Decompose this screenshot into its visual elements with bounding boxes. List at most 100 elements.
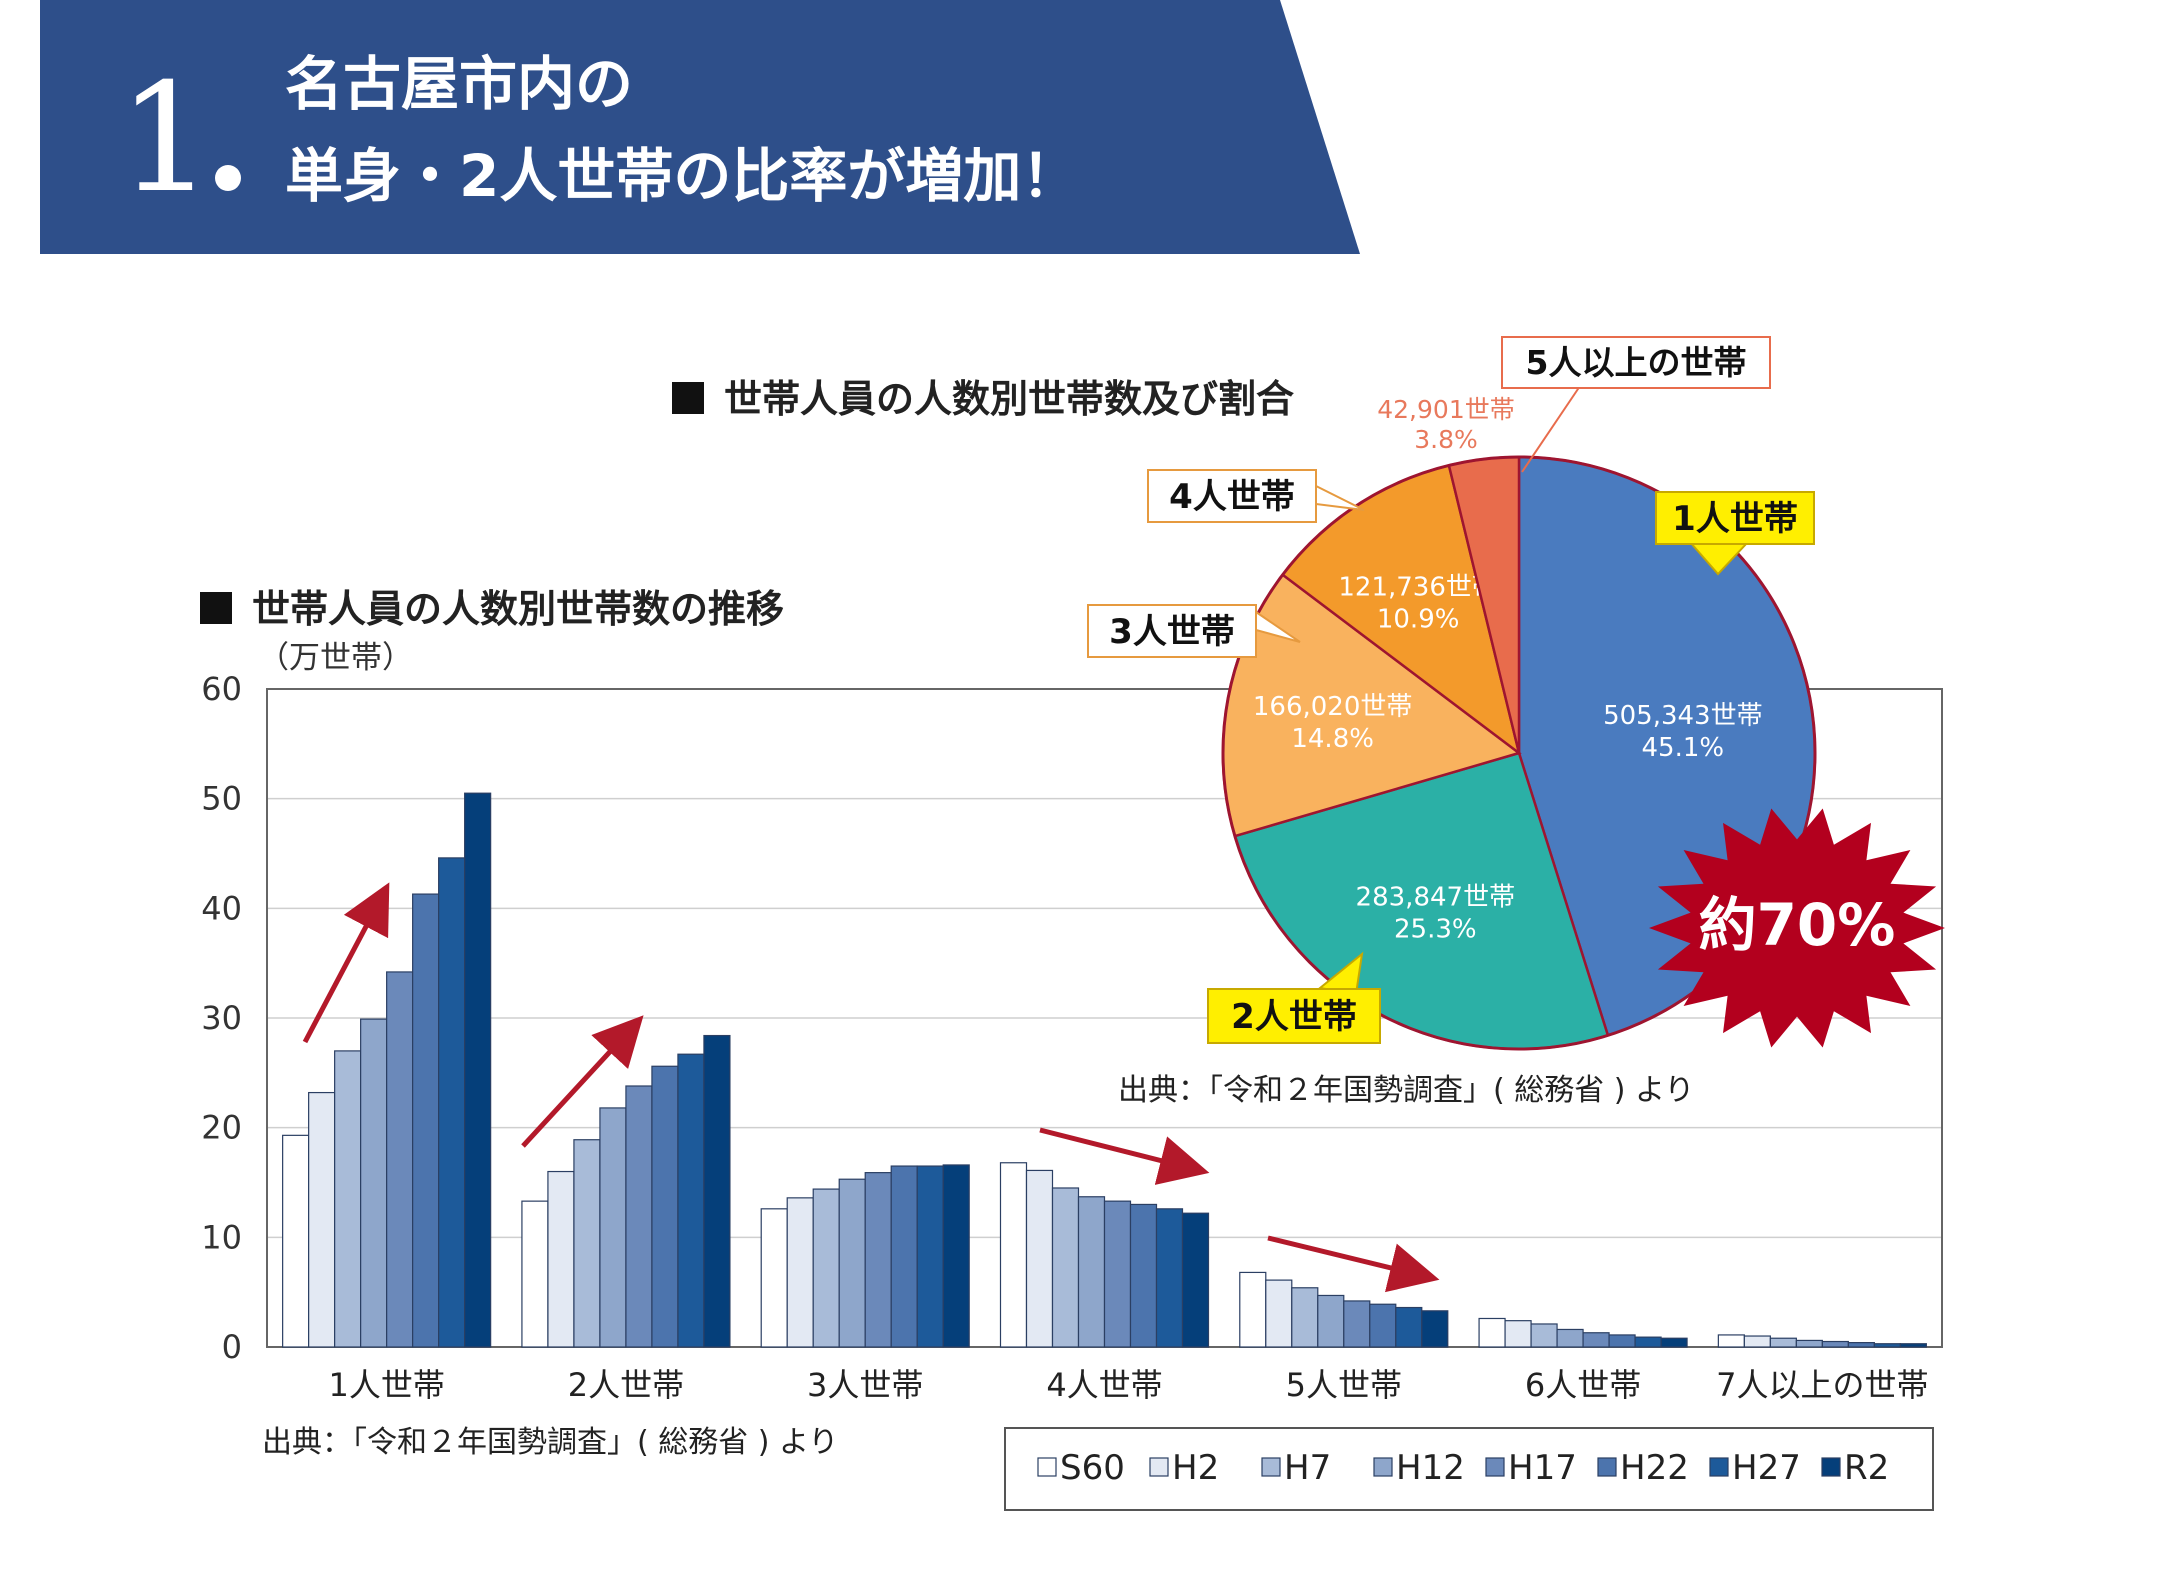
y-tick-label: 20 [201, 1109, 242, 1147]
legend-label: H17 [1508, 1448, 1577, 1488]
legend-label: R2 [1844, 1448, 1889, 1488]
bar [282, 1134, 310, 1348]
bar [1504, 1320, 1532, 1348]
bar [838, 1178, 866, 1348]
callout-4-person-text: 4人世帯 [1169, 477, 1295, 517]
y-tick-label: 10 [201, 1218, 242, 1256]
callout-4-person: 4人世帯 [1147, 469, 1365, 523]
bar [625, 1085, 653, 1348]
callout-5-plus: 5人以上の世帯 [1501, 336, 1771, 473]
pie-pct-label: 14.8% [1291, 724, 1374, 754]
header-line-2: 単身・2人世帯の比率が増加！ [285, 142, 1079, 210]
legend-item: H2 [1149, 1448, 1219, 1488]
category-label: 7人以上の世帯 [1716, 1366, 1928, 1404]
bar [1478, 1317, 1506, 1348]
bar [703, 1034, 731, 1348]
bar [1025, 1169, 1054, 1348]
legend-label: S60 [1060, 1448, 1125, 1488]
header-bullet-dot [215, 165, 241, 191]
legend-item: H7 [1261, 1448, 1331, 1488]
legend-swatch [1821, 1457, 1841, 1477]
legend-swatch [1709, 1457, 1729, 1477]
callout-1-person-text: 1人世帯 [1672, 499, 1798, 539]
bar [1582, 1332, 1610, 1348]
bar [547, 1170, 575, 1348]
category-label: 4人世帯 [1046, 1366, 1162, 1404]
bar [1634, 1336, 1662, 1348]
y-tick-label: 60 [201, 670, 242, 708]
legend-label: H7 [1284, 1448, 1331, 1488]
bar [1291, 1287, 1319, 1348]
legend-swatch [1373, 1457, 1393, 1477]
bar [1369, 1303, 1397, 1348]
bar [864, 1172, 892, 1348]
pie-pct-label: 25.3% [1394, 915, 1477, 945]
bar [942, 1164, 970, 1348]
bar [1608, 1334, 1636, 1348]
bar [1155, 1208, 1184, 1348]
bar [1743, 1335, 1771, 1348]
category-label: 3人世帯 [807, 1366, 923, 1404]
bar [1821, 1340, 1849, 1348]
pie-title-square [672, 382, 704, 414]
bar [786, 1197, 814, 1348]
legend-label: H27 [1732, 1448, 1801, 1488]
bar [999, 1162, 1028, 1348]
bar [812, 1188, 840, 1348]
bar [412, 893, 440, 1348]
pie-count-label: 505,343世帯 [1603, 701, 1763, 731]
legend-label: H2 [1172, 1448, 1219, 1488]
bar [677, 1053, 705, 1348]
legend-swatch [1485, 1457, 1505, 1477]
header-number: 1 [118, 52, 213, 226]
bar [1873, 1343, 1901, 1348]
pie-source-note: 出典：「令和２年国勢調査」( 総務省 ) より [1118, 1073, 1694, 1108]
bar [890, 1165, 918, 1348]
y-axis-unit-label: （万世帯） [258, 640, 413, 676]
callout-1-person: 1人世帯 [1655, 491, 1815, 576]
bar [1077, 1196, 1106, 1348]
legend-item: H22 [1597, 1448, 1689, 1488]
bar-category-labels: 1人世帯 2人世帯 3人世帯 4人世帯 5人世帯 6人世帯 7人以上の世帯 [328, 1366, 1928, 1404]
callout-5-plus-text: 5人以上の世帯 [1526, 343, 1747, 382]
seventy-percent-burst [1649, 808, 1945, 1048]
header-line-1: 名古屋市内の [285, 50, 633, 118]
bar-title-square [200, 592, 232, 624]
bar-y-tick-labels: 0 10 20 30 40 50 60 [201, 670, 242, 1366]
callout-3-person: 3人世帯 [1087, 604, 1301, 658]
bar [308, 1091, 336, 1348]
bar [386, 971, 414, 1348]
bar [464, 792, 492, 1348]
legend-swatch [1149, 1457, 1169, 1477]
callout-2-person-text: 2人世帯 [1231, 997, 1357, 1037]
legend-item: S60 [1037, 1448, 1125, 1488]
callout-2-person: 2人世帯 [1207, 951, 1381, 1044]
bar [1343, 1300, 1371, 1348]
legend-item: H17 [1485, 1448, 1577, 1488]
bar [1660, 1337, 1688, 1348]
legend: S60 H2 H7 H12 H17 H22 H27 R2 [1037, 1448, 1889, 1488]
legend-swatch [1597, 1457, 1617, 1477]
category-label: 1人世帯 [328, 1366, 444, 1404]
bar [1769, 1337, 1797, 1348]
bar [1395, 1306, 1423, 1348]
category-label: 2人世帯 [568, 1366, 684, 1404]
bar [438, 857, 466, 1348]
pie-5plus-count: 42,901世帯 [1377, 395, 1514, 424]
legend-label: H22 [1620, 1448, 1689, 1488]
pie-pct-label: 10.9% [1377, 605, 1460, 635]
legend-item: H27 [1709, 1448, 1801, 1488]
bar [916, 1165, 944, 1348]
legend-item: H12 [1373, 1448, 1465, 1488]
bar [1556, 1328, 1584, 1348]
bar-chart-title: 世帯人員の人数別世帯数の推移 [252, 587, 784, 631]
category-label: 6人世帯 [1525, 1366, 1641, 1404]
bar [1051, 1187, 1080, 1348]
y-tick-label: 50 [201, 780, 242, 818]
bar [573, 1139, 601, 1348]
bar [334, 1050, 362, 1348]
pie-outline [1221, 455, 1817, 1051]
seventy-percent-label: 約70% [1699, 891, 1896, 959]
bar [1181, 1212, 1210, 1348]
